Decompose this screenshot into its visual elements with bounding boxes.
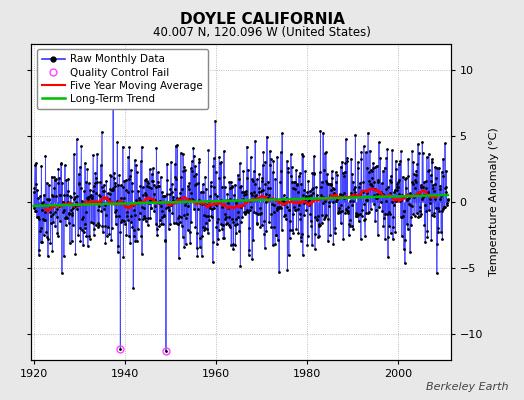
Text: DOYLE CALIFORNIA: DOYLE CALIFORNIA xyxy=(180,12,344,27)
Text: 40.007 N, 120.096 W (United States): 40.007 N, 120.096 W (United States) xyxy=(153,26,371,39)
Text: Berkeley Earth: Berkeley Earth xyxy=(426,382,508,392)
Y-axis label: Temperature Anomaly (°C): Temperature Anomaly (°C) xyxy=(488,128,499,276)
Legend: Raw Monthly Data, Quality Control Fail, Five Year Moving Average, Long-Term Tren: Raw Monthly Data, Quality Control Fail, … xyxy=(37,49,208,109)
